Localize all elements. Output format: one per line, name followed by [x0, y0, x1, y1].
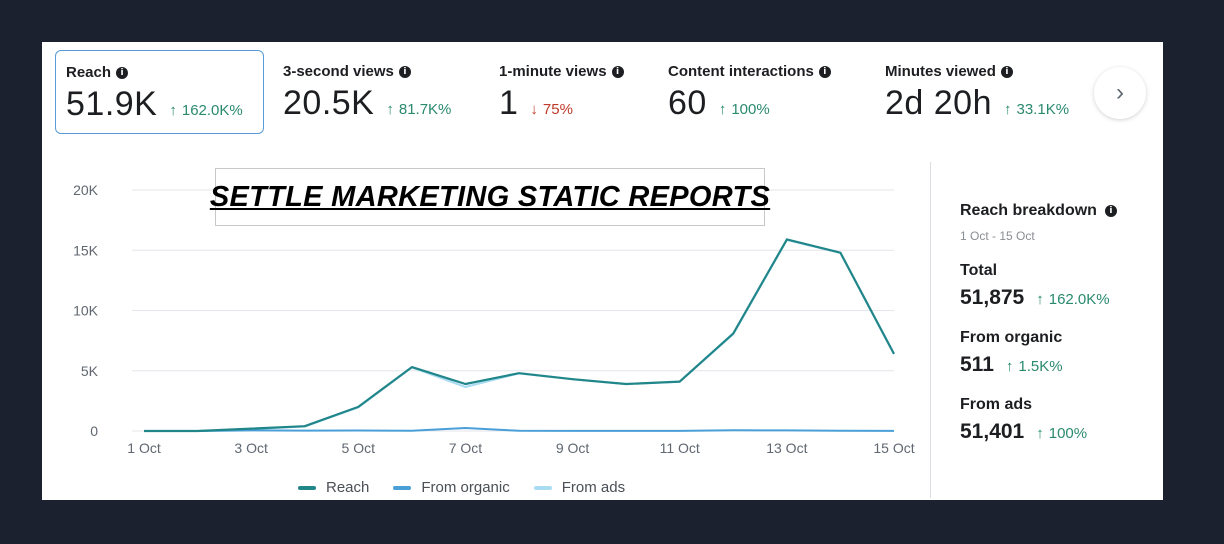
x-tick-label: 3 Oct	[234, 440, 268, 456]
breakdown-label: Total	[960, 262, 998, 279]
metric-value: 60	[668, 84, 707, 122]
legend-label: Reach	[326, 479, 370, 496]
metric-label: Minutes viewed	[885, 63, 996, 80]
breakdown-title: Reach breakdown	[960, 202, 1097, 219]
arrow-up-icon: ↑	[1004, 101, 1012, 118]
metric-label: 3-second views	[283, 63, 394, 80]
y-tick-label: 15K	[73, 242, 99, 258]
reach-breakdown: Reach breakdown i 1 Oct - 15 Oct Total 51…	[960, 202, 1160, 444]
metric-change: 162.0K%	[181, 102, 243, 119]
arrow-up-icon: ↑	[1036, 425, 1044, 442]
breakdown-total: Total 51,875 ↑ 162.0K%	[960, 262, 1160, 310]
x-tick-label: 7 Oct	[449, 440, 483, 456]
breakdown-change: 162.0K%	[1048, 291, 1110, 308]
info-icon[interactable]: i	[611, 65, 624, 78]
arrow-up-icon: ↑	[1005, 358, 1014, 375]
legend-swatch	[393, 485, 412, 490]
metric-value: 51.9K	[66, 85, 158, 123]
info-icon[interactable]: i	[398, 65, 411, 78]
breakdown-label: From ads	[960, 396, 1033, 413]
x-tick-label: 5 Oct	[342, 440, 376, 456]
info-icon[interactable]: i	[818, 65, 831, 78]
legend-item-reach[interactable]: Reach	[298, 479, 369, 496]
info-icon[interactable]: i	[1104, 205, 1117, 217]
breakdown-value: 511	[960, 353, 994, 376]
metric-label: Reach	[66, 64, 112, 81]
metric-change: 81.7K%	[398, 101, 452, 118]
y-tick-label: 20K	[73, 182, 99, 198]
metric-card-content-interactions[interactable]: Content interactions i 60 ↑ 100%	[658, 50, 868, 134]
x-tick-label: 9 Oct	[556, 440, 590, 456]
metric-card-reach[interactable]: Reach i 51.9K ↑ 162.0K%	[55, 50, 264, 134]
legend-swatch	[298, 485, 316, 490]
insights-panel: Reach i 51.9K ↑ 162.0K% 3-second views i 20…	[42, 42, 1163, 500]
arrow-up-icon: ↑	[169, 102, 177, 119]
chart-legend: Reach From organic From ads	[298, 479, 625, 496]
y-tick-label: 5K	[81, 363, 99, 379]
legend-item-from-organic[interactable]: From organic	[393, 479, 510, 496]
chevron-right-icon: ›	[1116, 79, 1124, 106]
info-icon[interactable]: i	[116, 66, 129, 79]
metric-card-minutes-viewed[interactable]: Minutes viewed i 2d 20h ↑ 33.1K%	[875, 50, 1090, 134]
metric-value: 1	[499, 84, 519, 122]
breakdown-from-organic: From organic 511 ↑ 1.5K%	[960, 329, 1160, 377]
breakdown-change: 100%	[1048, 425, 1088, 442]
y-tick-label: 10K	[73, 303, 99, 319]
metric-change: 33.1K%	[1016, 101, 1070, 118]
series-line-reach	[144, 238, 895, 433]
metric-value: 20.5K	[283, 84, 375, 122]
breakdown-from-ads: From ads 51,401 ↑ 100%	[960, 396, 1160, 444]
arrow-down-icon: ↓	[530, 101, 538, 118]
section-divider	[930, 162, 931, 498]
x-tick-label: 15 Oct	[873, 440, 914, 456]
reach-line-chart: 0 5K 10K 15K 20K 1 Oct 3 Oct 5 Oct 7 Oct 9 Oct 11 …	[73, 182, 915, 456]
metric-card-1-minute-views[interactable]: 1-minute views i 1 ↓ 75%	[489, 50, 654, 134]
legend-item-from-ads[interactable]: From ads	[533, 479, 626, 496]
x-tick-label: 11 Oct	[660, 440, 700, 456]
report-title: SETTLE MARKETING STATIC REPORTS	[209, 180, 771, 213]
legend-swatch	[533, 485, 552, 490]
breakdown-date-range: 1 Oct - 15 Oct	[960, 229, 1035, 243]
y-tick-label: 0	[90, 423, 98, 439]
breakdown-value: 51,401	[960, 420, 1025, 443]
x-tick-label: 13 Oct	[766, 440, 807, 456]
info-icon[interactable]: i	[1000, 65, 1013, 78]
next-metrics-button[interactable]: ›	[1094, 67, 1146, 119]
legend-label: From organic	[421, 479, 510, 496]
arrow-up-icon: ↑	[386, 101, 394, 118]
metric-change: 75%	[542, 101, 573, 118]
series-line-from-organic	[144, 427, 895, 432]
metric-label: 1-minute views	[499, 63, 607, 80]
breakdown-value: 51,875	[960, 286, 1025, 309]
x-tick-label: 1 Oct	[127, 440, 161, 456]
arrow-up-icon: ↑	[1036, 291, 1044, 308]
breakdown-change: 1.5K%	[1018, 358, 1063, 375]
breakdown-label: From organic	[960, 329, 1063, 346]
metric-card-3-second-views[interactable]: 3-second views i 20.5K ↑ 81.7K%	[273, 50, 478, 134]
legend-label: From ads	[561, 479, 626, 496]
metric-label: Content interactions	[668, 63, 814, 80]
metric-change: 100%	[731, 101, 770, 118]
metric-value: 2d 20h	[885, 84, 992, 122]
series-line-from-ads	[144, 239, 895, 432]
report-title-banner: SETTLE MARKETING STATIC REPORTS	[210, 168, 770, 226]
arrow-up-icon: ↑	[718, 101, 727, 118]
